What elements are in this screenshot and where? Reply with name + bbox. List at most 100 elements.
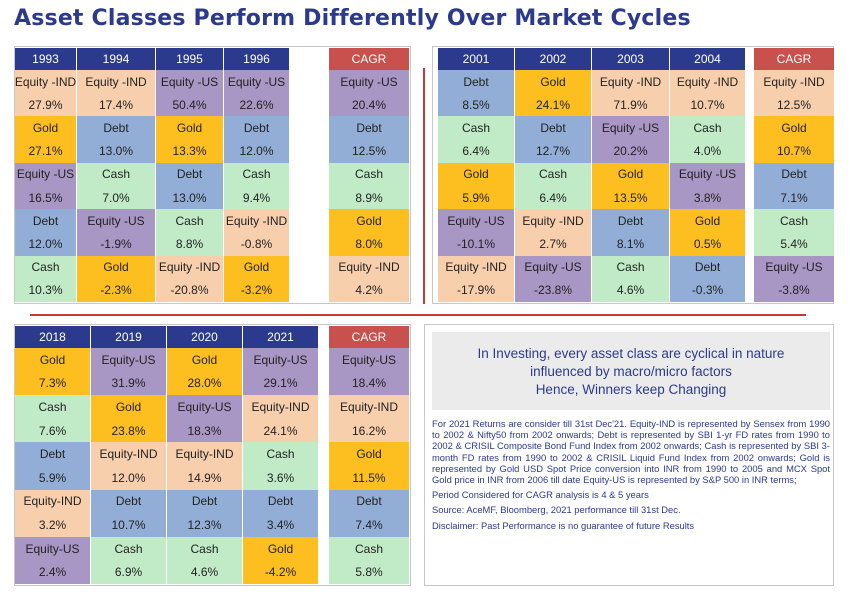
asset-return-2020-rank-4: 12.3% (167, 513, 243, 537)
cagr-return-rank-3: 7.1% (754, 185, 834, 210)
asset-return-1995-rank-4: 8.8% (156, 232, 224, 256)
asset-name-1993-rank-2: Gold (15, 116, 77, 140)
asset-return-1996-rank-4: -0.8% (224, 232, 290, 256)
asset-name-2002-rank-2: Debt (515, 116, 592, 140)
asset-return-2003-rank-3: 13.5% (592, 185, 670, 210)
asset-table-2001-2004: 2001 2002 2003 2004 Debt 8.5% Gold 24.1% Equity … (438, 48, 746, 302)
cagr-header: CAGR (329, 326, 409, 348)
cagr-asset-name-rank-1: Equity -IND (754, 70, 834, 94)
year-header-2003: 2003 (592, 48, 670, 70)
asset-name-2003-rank-2: Equity -US (592, 116, 670, 140)
cagr-asset-name-rank-2: Debt (329, 116, 409, 140)
asset-return-2018-rank-3: 5.9% (15, 465, 91, 490)
asset-name-2003-rank-4: Debt (592, 209, 670, 233)
key-message-line-2: influenced by macro/micro factors (530, 363, 732, 379)
horizontal-divider (30, 314, 806, 316)
cagr-header: CAGR (754, 48, 834, 70)
year-header-2001: 2001 (438, 48, 515, 70)
asset-return-2020-rank-3: 14.9% (167, 465, 243, 490)
asset-return-2018-rank-1: 7.3% (15, 371, 91, 396)
page-title: Asset Classes Perform Differently Over M… (14, 6, 691, 31)
year-header-1993: 1993 (15, 48, 77, 70)
asset-return-2001-rank-5: -17.9% (438, 278, 515, 302)
asset-return-1993-rank-3: 16.5% (15, 185, 77, 210)
period-note: Period Considered for CAGR analysis is 4… (432, 489, 649, 501)
asset-name-2020-rank-1: Gold (167, 348, 243, 372)
asset-return-2019-rank-3: 12.0% (91, 465, 167, 490)
asset-return-1995-rank-1: 50.4% (156, 93, 224, 117)
cagr-column-2001-2004: CAGR Equity -IND 12.5% Gold 10.7% Debt 7.1% Cas… (754, 48, 834, 302)
asset-name-2001-rank-5: Equity -IND (438, 255, 515, 279)
cagr-header: CAGR (329, 48, 409, 70)
asset-return-2001-rank-1: 8.5% (438, 93, 515, 117)
year-header-2020: 2020 (167, 326, 243, 348)
cagr-asset-name-rank-3: Cash (329, 162, 409, 186)
asset-return-2002-rank-4: 2.7% (515, 232, 592, 256)
cagr-asset-name-rank-1: Equity-US (329, 348, 409, 372)
asset-return-2019-rank-4: 10.7% (91, 513, 167, 537)
asset-name-1993-rank-3: Equity -US (15, 162, 77, 186)
asset-return-1995-rank-3: 13.0% (156, 185, 224, 210)
asset-name-2004-rank-3: Equity -US (670, 162, 746, 186)
asset-table-2018-2021: 2018 2019 2020 2021 Gold 7.3% Equity-US 31.9% Go… (15, 326, 319, 584)
asset-return-2021-rank-5: -4.2% (243, 560, 319, 584)
asset-name-2018-rank-2: Cash (15, 395, 91, 419)
asset-name-2004-rank-2: Cash (670, 116, 746, 140)
asset-name-1996-rank-4: Equity -IND (224, 209, 290, 233)
asset-name-1994-rank-4: Equity -US (77, 209, 156, 233)
cagr-return-rank-5: 5.8% (329, 560, 409, 584)
asset-name-2003-rank-5: Cash (592, 255, 670, 279)
cagr-return-rank-1: 12.5% (754, 93, 834, 117)
year-header-2021: 2021 (243, 326, 319, 348)
asset-name-2018-rank-3: Debt (15, 442, 91, 466)
asset-name-2021-rank-2: Equity-IND (243, 395, 319, 419)
asset-name-1995-rank-4: Cash (156, 209, 224, 233)
disclaimer-note: Disclaimer: Past Performance is no guara… (432, 519, 695, 531)
asset-name-1996-rank-5: Gold (224, 255, 290, 279)
cagr-asset-name-rank-1: Equity -US (329, 70, 409, 94)
asset-name-2021-rank-1: Equity-US (243, 348, 319, 372)
cagr-return-rank-4: 8.0% (329, 232, 409, 256)
asset-name-2003-rank-3: Gold (592, 162, 670, 186)
key-message-line-3: Hence, Winners keep Changing (535, 381, 727, 397)
asset-return-1995-rank-5: -20.8% (156, 278, 224, 302)
asset-return-2004-rank-3: 3.8% (670, 185, 746, 210)
asset-name-2003-rank-1: Equity -IND (592, 70, 670, 94)
cagr-asset-name-rank-5: Equity -US (754, 255, 834, 279)
asset-name-1995-rank-3: Debt (156, 162, 224, 186)
asset-return-2002-rank-5: -23.8% (515, 278, 592, 302)
asset-return-2001-rank-2: 6.4% (438, 139, 515, 163)
year-header-2018: 2018 (15, 326, 91, 348)
asset-name-2021-rank-4: Debt (243, 489, 319, 514)
asset-name-2021-rank-3: Cash (243, 442, 319, 466)
asset-name-2019-rank-4: Debt (91, 489, 167, 514)
source-note: Source: AceMF, Bloomberg, 2021 performan… (432, 504, 681, 516)
asset-return-2018-rank-5: 2.4% (15, 560, 91, 584)
asset-return-2002-rank-1: 24.1% (515, 93, 592, 117)
cagr-return-rank-2: 16.2% (329, 418, 409, 443)
asset-name-2020-rank-5: Cash (167, 536, 243, 561)
year-header-2002: 2002 (515, 48, 592, 70)
asset-return-1996-rank-5: -3.2% (224, 278, 290, 302)
asset-name-2019-rank-3: Equity-IND (91, 442, 167, 466)
asset-name-2004-rank-5: Debt (670, 255, 746, 279)
asset-name-2002-rank-5: Equity -US (515, 255, 592, 279)
asset-return-2002-rank-3: 6.4% (515, 185, 592, 210)
asset-name-1994-rank-5: Gold (77, 255, 156, 279)
asset-return-2020-rank-1: 28.0% (167, 371, 243, 396)
footnotes: For 2021 Returns are consider till 31st … (432, 418, 830, 535)
asset-name-2018-rank-4: Equity-IND (15, 489, 91, 514)
cagr-column-2018-2021: CAGR Equity-US 18.4% Equity-IND 16.2% Gold 11.… (329, 326, 409, 584)
asset-return-1994-rank-3: 7.0% (77, 185, 156, 210)
cagr-asset-name-rank-3: Debt (754, 162, 834, 186)
asset-return-1993-rank-2: 27.1% (15, 139, 77, 163)
asset-name-2021-rank-5: Gold (243, 536, 319, 561)
asset-name-2001-rank-4: Equity -US (438, 209, 515, 233)
asset-return-1994-rank-1: 17.4% (77, 93, 156, 117)
asset-name-2020-rank-3: Equity-IND (167, 442, 243, 466)
asset-return-2021-rank-1: 29.1% (243, 371, 319, 396)
asset-name-1993-rank-4: Debt (15, 209, 77, 233)
asset-return-1993-rank-5: 10.3% (15, 278, 77, 302)
asset-return-2003-rank-5: 4.6% (592, 278, 670, 302)
asset-name-1995-rank-1: Equity -US (156, 70, 224, 94)
